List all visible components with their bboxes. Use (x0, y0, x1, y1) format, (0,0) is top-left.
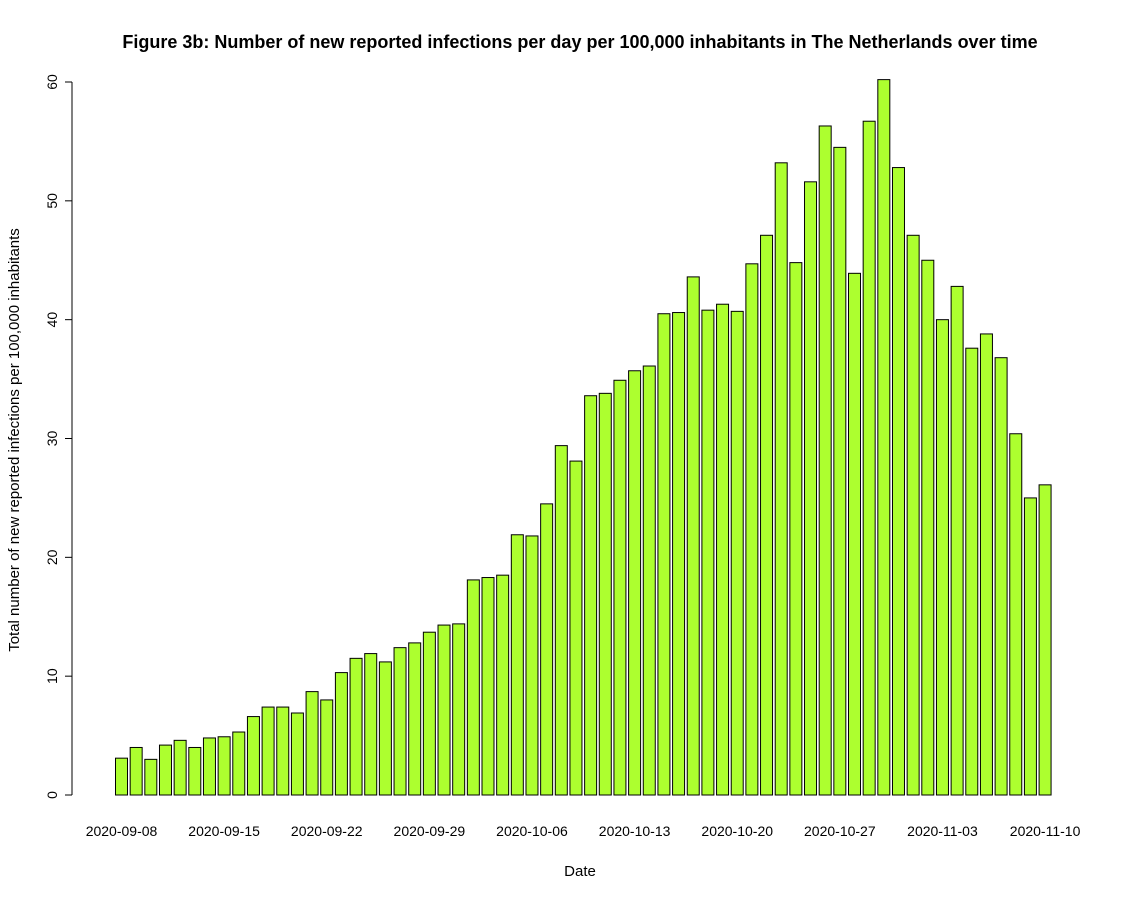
x-tick-label: 2020-09-29 (394, 823, 466, 839)
bar-2020-09-15 (217, 736, 231, 796)
bar-2020-09-22 (320, 699, 334, 796)
bar-2020-10-19 (716, 303, 730, 796)
bar-2020-11-04 (950, 285, 964, 796)
y-tick-label: 40 (44, 312, 60, 328)
x-tick-label: 2020-11-10 (1010, 823, 1081, 839)
x-tick-label: 2020-10-27 (804, 823, 876, 839)
bar-2020-10-25 (804, 181, 818, 796)
bar-2020-11-02 (921, 259, 935, 796)
y-tick-label: 30 (44, 431, 60, 447)
bar-2020-10-18 (701, 309, 715, 796)
y-tick-label: 20 (44, 549, 60, 565)
bar-2020-11-10 (1038, 484, 1052, 796)
bar-2020-09-28 (408, 642, 422, 796)
bar-2020-09-14 (202, 737, 216, 796)
bar-2020-10-28 (848, 272, 861, 796)
bar-2020-10-03 (481, 577, 495, 796)
bar-2020-10-21 (745, 263, 759, 796)
bar-2020-09-26 (378, 661, 392, 796)
bar-2020-11-01 (906, 234, 920, 796)
bar-2020-10-23 (774, 162, 788, 796)
bar-2020-10-07 (540, 503, 554, 796)
y-axis: 0 10 20 30 40 50 60 (44, 74, 73, 799)
y-axis-label: Total number of new reported infections … (6, 228, 23, 652)
bar-2020-10-01 (452, 623, 466, 796)
bar-2020-10-05 (510, 534, 524, 796)
bar-2020-10-30 (877, 79, 891, 796)
bars (115, 79, 1052, 796)
bar-2020-09-13 (188, 746, 202, 796)
bar-2020-09-23 (334, 672, 348, 796)
y-tick-label: 0 (44, 791, 60, 799)
x-axis-label: Date (564, 863, 596, 880)
bar-2020-09-24 (349, 657, 363, 796)
bar-2020-10-26 (818, 125, 832, 796)
bar-2020-10-31 (891, 167, 905, 796)
bar-2020-09-09 (129, 746, 143, 796)
bar-2020-11-06 (979, 333, 993, 796)
bar-2020-10-20 (730, 310, 744, 796)
bar-2020-09-27 (393, 647, 407, 796)
bar-2020-09-12 (173, 739, 187, 796)
bar-2020-09-08 (115, 757, 128, 796)
bar-2020-10-11 (598, 392, 612, 796)
bar-2020-09-17 (246, 716, 260, 796)
bar-2020-10-02 (466, 579, 480, 796)
bar-2020-09-11 (158, 744, 172, 796)
x-tick-label: 2020-10-20 (701, 823, 773, 839)
bar-2020-09-18 (261, 706, 275, 796)
chart-title: Figure 3b: Number of new reported infect… (122, 32, 1037, 52)
bar-2020-10-15 (657, 313, 671, 796)
bar-2020-10-16 (672, 312, 686, 796)
bar-2020-11-03 (935, 319, 949, 796)
x-tick-label: 2020-09-08 (86, 823, 158, 839)
x-tick-label: 2020-09-22 (291, 823, 363, 839)
bar-2020-11-05 (965, 347, 979, 796)
bar-2020-10-24 (789, 262, 803, 796)
bar-2020-10-04 (496, 574, 510, 796)
x-tick-label: 2020-10-13 (599, 823, 671, 839)
bar-2020-10-12 (613, 379, 627, 796)
bar-2020-09-19 (276, 706, 290, 796)
bar-2020-10-13 (628, 370, 642, 796)
bar-2020-10-10 (584, 395, 598, 796)
bar-2020-09-21 (305, 691, 319, 796)
bar-2020-09-30 (437, 624, 451, 796)
x-tick-label: 2020-10-06 (496, 823, 568, 839)
bar-2020-11-09 (1023, 497, 1037, 796)
bar-2020-09-10 (144, 758, 158, 796)
bar-2020-10-29 (862, 120, 876, 796)
bar-2020-10-27 (833, 146, 847, 796)
bar-2020-11-07 (994, 357, 1008, 796)
bar-2020-11-08 (1009, 433, 1023, 796)
bar-2020-10-08 (554, 445, 568, 796)
bar-2020-10-17 (686, 276, 700, 796)
bar-2020-09-16 (232, 731, 246, 796)
bar-2020-10-14 (642, 365, 656, 796)
bar-2020-09-29 (422, 631, 436, 796)
bar-2020-09-20 (290, 712, 304, 796)
x-tick-label: 2020-11-03 (907, 823, 978, 839)
bar-2020-10-22 (760, 234, 774, 796)
y-tick-label: 50 (44, 193, 60, 209)
y-tick-label: 10 (44, 668, 60, 684)
x-axis: 2020-09-08 2020-09-15 2020-09-22 2020-09-29… (86, 823, 1081, 839)
x-tick-label: 2020-09-15 (188, 823, 260, 839)
bar-2020-10-09 (569, 460, 583, 796)
y-tick-label: 60 (44, 74, 60, 90)
bar-2020-10-06 (525, 535, 539, 796)
bar-2020-09-25 (364, 653, 378, 796)
